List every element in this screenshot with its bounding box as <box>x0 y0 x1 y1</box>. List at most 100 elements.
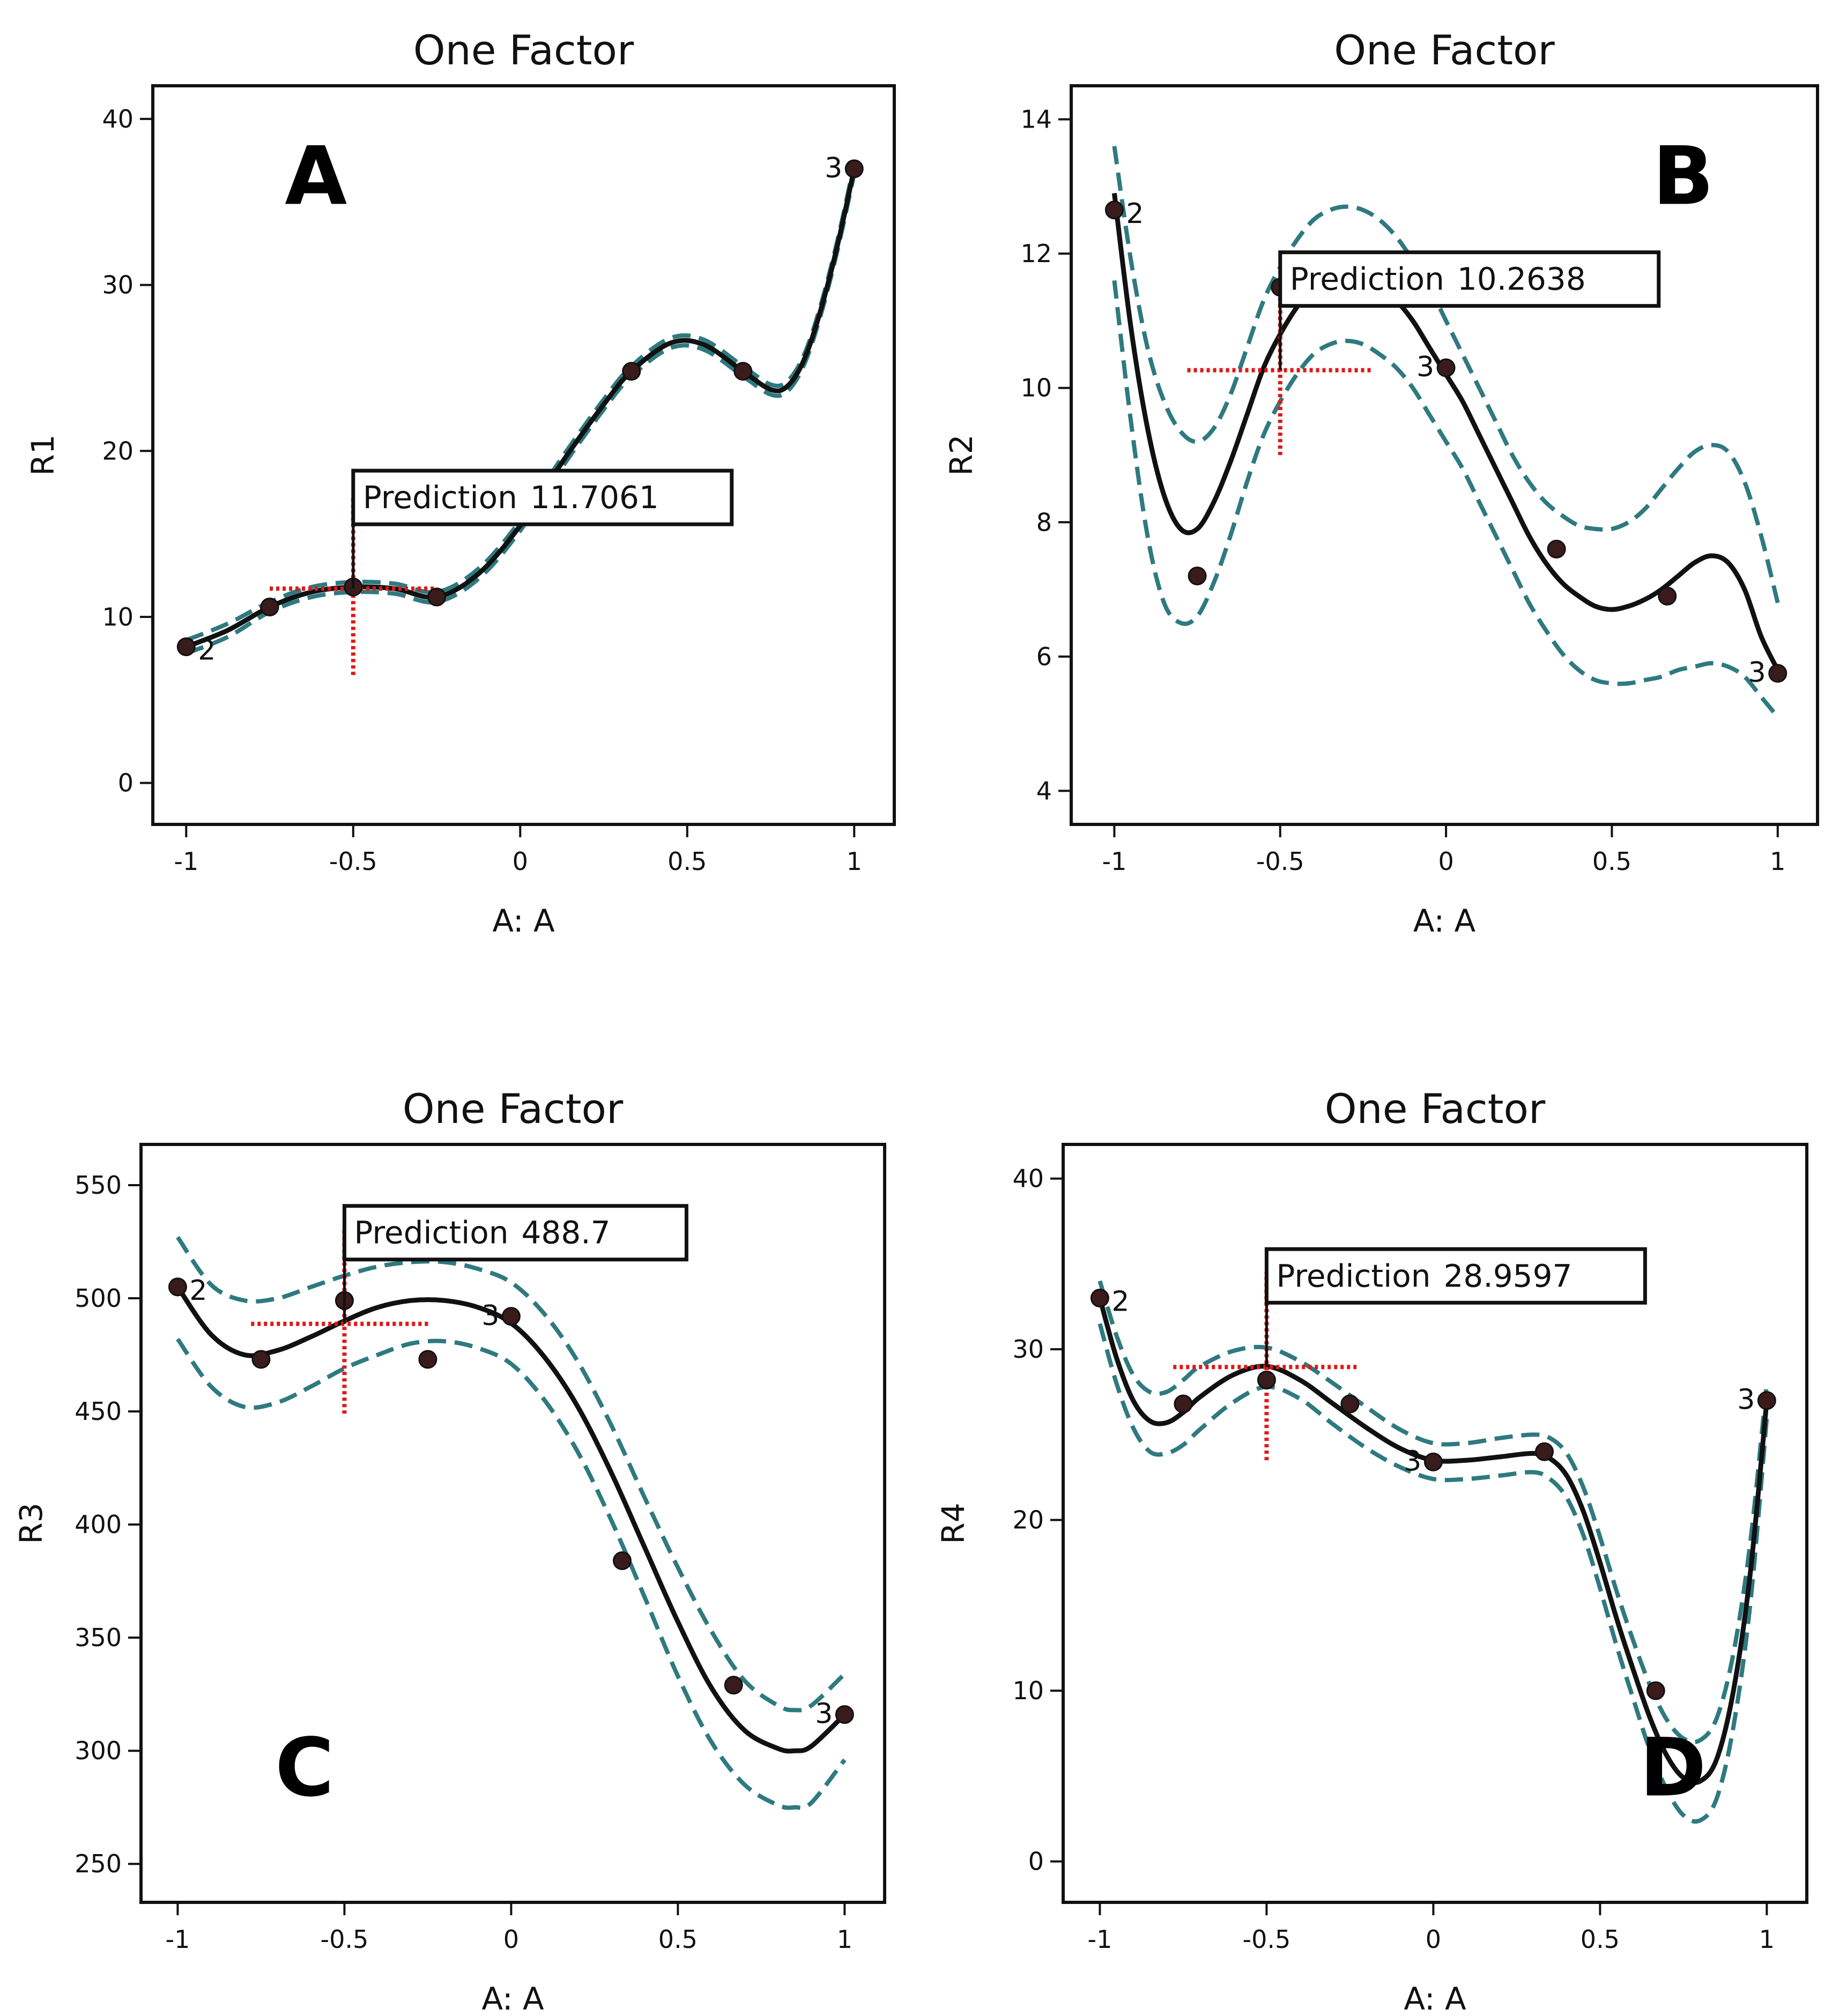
fitted-curve <box>1097 1297 1769 1786</box>
y-axis-label: R4 <box>935 1502 971 1544</box>
prediction-box-frame <box>1278 250 1661 308</box>
point-multiplicity-label: 2 <box>1126 198 1144 230</box>
point-multiplicity-label: 3 <box>1404 1445 1421 1477</box>
prediction-box-frame <box>351 468 734 526</box>
confidence-band-upper <box>185 163 857 643</box>
data-point <box>1423 1452 1443 1471</box>
data-point <box>1188 566 1207 585</box>
x-tick-label: -1 <box>174 847 198 876</box>
data-point <box>418 1350 437 1369</box>
x-tick-label: 1 <box>837 1925 852 1954</box>
x-axis-label: A: A <box>1404 1981 1466 2016</box>
confidence-band-upper <box>1112 146 1780 604</box>
prediction-box: Prediction 11.7061 <box>351 468 734 589</box>
plot-frame <box>139 1143 886 1904</box>
data-point <box>613 1551 632 1571</box>
data-point <box>1340 1394 1360 1414</box>
prediction-value: 28.9597 <box>1444 1258 1573 1294</box>
data-point <box>1547 539 1566 559</box>
data-point <box>251 1350 271 1369</box>
point-multiplicity-label: 2 <box>198 635 216 667</box>
prediction-text: Prediction 10.2638 <box>1290 261 1586 297</box>
plot-frame <box>1062 1143 1808 1904</box>
plot-frame <box>151 84 896 826</box>
prediction-text: Prediction 488.7 <box>354 1215 610 1251</box>
y-tick-label: 500 <box>75 1284 122 1313</box>
prediction-text: Prediction 28.9597 <box>1276 1258 1572 1294</box>
x-tick-label: -0.5 <box>1256 847 1304 876</box>
data-point <box>844 159 864 178</box>
data-point <box>724 1676 743 1695</box>
prediction-label: Prediction <box>354 1215 508 1251</box>
data-point <box>1757 1391 1776 1410</box>
data-point <box>1174 1394 1193 1414</box>
x-tick-label: 1 <box>1770 847 1785 876</box>
confidence-band-lower <box>185 173 857 656</box>
x-axis-label: A: A <box>492 903 555 939</box>
data-point <box>1257 1370 1276 1389</box>
chart-title: One Factor <box>1334 26 1555 74</box>
y-tick-label: 10 <box>1012 1676 1044 1705</box>
y-tick-label: 30 <box>1012 1335 1044 1364</box>
data-point <box>1090 1289 1109 1308</box>
data-point <box>622 362 641 381</box>
prediction-box: Prediction 488.7 <box>342 1204 688 1324</box>
x-tick-label: -0.5 <box>321 1925 369 1954</box>
data-point <box>1646 1681 1665 1700</box>
x-tick-label: 0.5 <box>1581 1925 1620 1954</box>
prediction-box-frame <box>342 1204 688 1262</box>
chart-title: One Factor <box>413 26 634 74</box>
point-multiplicity-label: 3 <box>815 1698 833 1730</box>
y-tick-label: 450 <box>75 1397 122 1426</box>
data-point <box>427 587 447 607</box>
fitted-curve <box>175 1285 847 1754</box>
data-point <box>1658 586 1677 606</box>
confidence-band-upper <box>1097 1280 1769 1744</box>
x-tick-label: 0 <box>1438 847 1453 876</box>
prediction-box: Prediction 10.2638 <box>1278 250 1661 370</box>
confidence-band-lower <box>1097 1323 1769 1824</box>
y-tick-label: 30 <box>102 271 133 300</box>
x-tick-label: -1 <box>1102 847 1126 876</box>
point-multiplicity-label: 2 <box>189 1275 207 1307</box>
data-point <box>1768 664 1788 683</box>
data-point <box>1104 200 1124 220</box>
point-multiplicity-label: 3 <box>1748 657 1766 689</box>
x-tick-label: -0.5 <box>1243 1925 1291 1954</box>
plot-frame <box>1070 84 1819 826</box>
y-tick-label: 550 <box>75 1171 122 1200</box>
y-axis-label: R3 <box>13 1502 49 1544</box>
y-tick-label: 40 <box>102 105 133 133</box>
prediction-label: Prediction <box>1276 1258 1430 1294</box>
y-tick-label: 300 <box>75 1736 122 1765</box>
y-tick-label: 12 <box>1020 239 1052 268</box>
prediction-label: Prediction <box>363 479 517 516</box>
chart-panel-c: One Factor -1 -0.5 0 0.5 1 250 300 350 400 450 500 5… <box>13 1085 886 2016</box>
data-point <box>168 1277 187 1297</box>
prediction-label: Prediction <box>1290 261 1444 297</box>
x-axis-label: A: A <box>481 1981 544 2016</box>
y-tick-label: 350 <box>75 1623 122 1652</box>
x-tick-label: 0 <box>513 847 528 876</box>
prediction-value: 11.7061 <box>530 479 659 516</box>
y-tick-label: 400 <box>75 1510 122 1539</box>
fitted-curve <box>185 168 857 649</box>
panel-letter: A <box>285 130 347 223</box>
y-tick-label: 14 <box>1020 105 1052 134</box>
confidence-band-lower <box>1112 280 1779 719</box>
data-point <box>733 362 753 381</box>
prediction-box: Prediction 28.9597 <box>1264 1247 1647 1367</box>
y-tick-label: 0 <box>1028 1847 1044 1876</box>
x-tick-label: 0 <box>503 1925 519 1954</box>
y-tick-label: 10 <box>1020 374 1052 403</box>
x-tick-label: 0.5 <box>658 1925 698 1954</box>
y-tick-label: 0 <box>118 769 133 798</box>
point-multiplicity-label: 3 <box>825 152 842 184</box>
y-tick-label: 20 <box>1012 1506 1044 1535</box>
x-tick-label: -0.5 <box>329 847 377 876</box>
point-multiplicity-label: 3 <box>1416 351 1434 383</box>
y-axis-label: R1 <box>25 434 61 475</box>
